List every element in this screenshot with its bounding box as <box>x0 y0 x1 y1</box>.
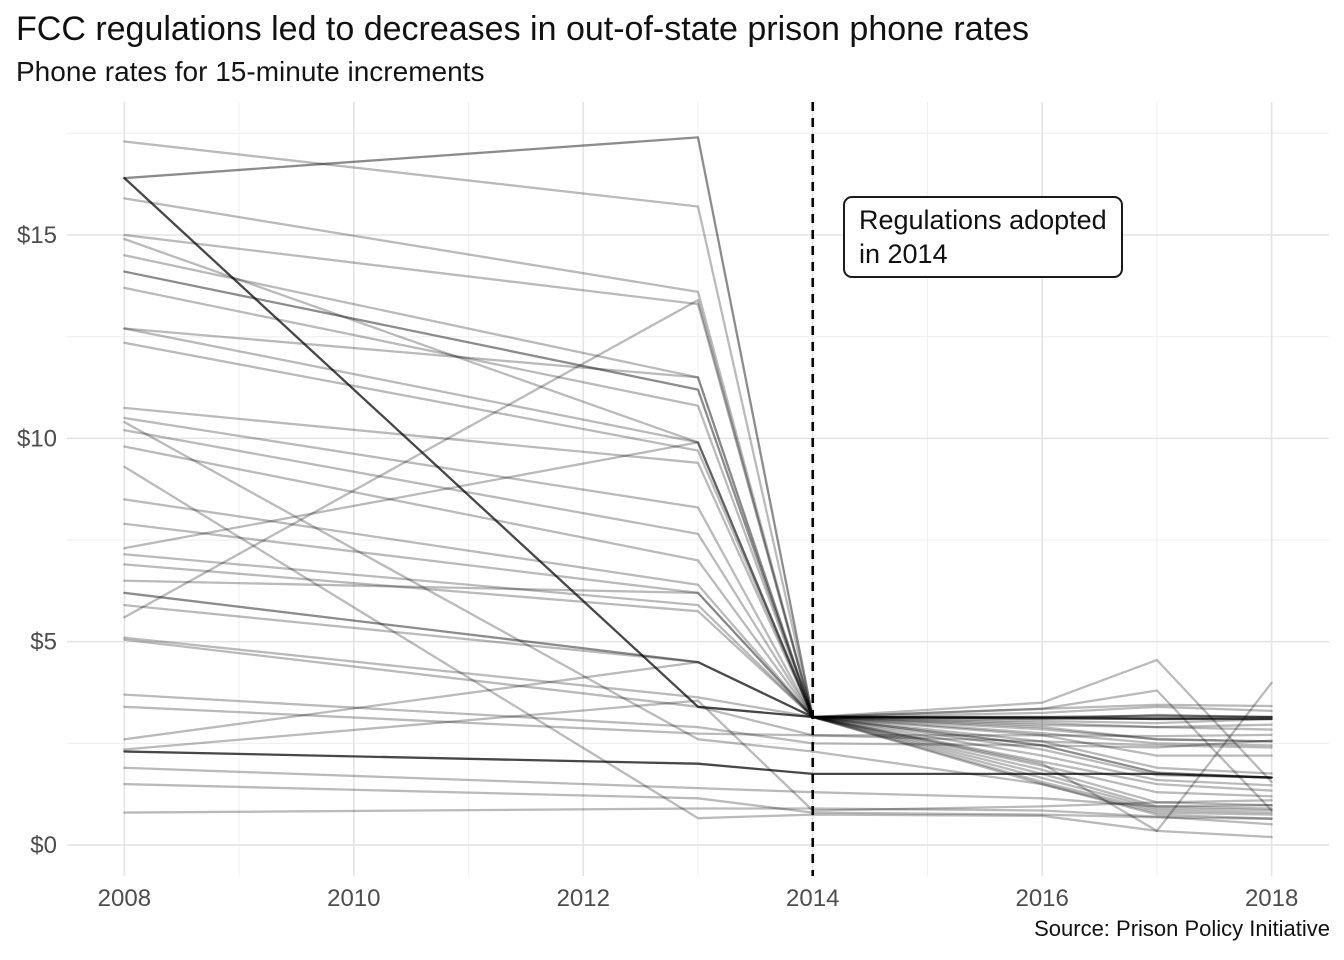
x-tick-label: 2018 <box>1245 885 1298 912</box>
x-tick-label: 2016 <box>1015 885 1068 912</box>
series-line-state-06 <box>123 237 1273 775</box>
series-line-state-32 <box>123 660 1273 741</box>
y-tick-label: $10 <box>17 425 57 452</box>
series-line-state-05 <box>123 233 1273 731</box>
series-line-state-18 <box>123 465 1273 839</box>
series-line-state-21 <box>123 441 1273 812</box>
series-line-state-29 <box>123 638 1273 738</box>
series-line-state-10 <box>123 327 1273 787</box>
page-title: FCC regulations led to decreases in out-… <box>16 10 1029 48</box>
y-tick-label: $0 <box>30 832 57 859</box>
series-line-state-31 <box>123 705 1273 749</box>
y-tick-label: $15 <box>17 222 57 249</box>
series-line-state-24 <box>123 579 1273 719</box>
series-line-state-13 <box>123 406 1273 798</box>
source-credit: Source: Prison Policy Initiative <box>1034 916 1330 941</box>
x-tick-label: 2008 <box>98 885 151 912</box>
series-line-state-11 <box>123 341 1273 792</box>
annotation-box: Regulations adopted in 2014 <box>843 196 1123 278</box>
x-tick-label: 2010 <box>327 885 380 912</box>
series-line-state-19 <box>123 498 1273 814</box>
series-line-state-17 <box>123 445 1273 812</box>
series-line-state-22 <box>123 553 1273 784</box>
series-line-state-23 <box>123 563 1273 833</box>
series-line-state-33 <box>123 699 1273 812</box>
series-line-state-35 <box>123 766 1273 810</box>
series-line-state-26 <box>123 603 1273 725</box>
series-line-state-14 <box>123 416 1273 804</box>
series-line-state-01 <box>123 140 1273 743</box>
series-line-state-04 <box>123 197 1273 743</box>
page-subtitle: Phone rates for 15-minute increments <box>16 56 485 87</box>
annotation-text-line2: in 2014 <box>859 239 948 269</box>
x-tick-label: 2012 <box>557 885 610 912</box>
series-line-state-27 <box>123 298 1273 719</box>
series-line-state-20 <box>123 522 1273 816</box>
series-line-state-28 <box>123 636 1273 729</box>
series-line-state-12 <box>123 327 1273 747</box>
series-line-state-37 <box>123 807 1273 826</box>
annotation-text-line1: Regulations adopted <box>859 205 1107 235</box>
series-line-state-15 <box>123 420 1273 820</box>
series-line-state-36 <box>123 782 1273 820</box>
series-line-state-30 <box>123 693 1273 749</box>
x-tick-label: 2014 <box>786 885 839 912</box>
series-line-state-07 <box>123 254 1273 757</box>
series-line-state-16 <box>123 429 1273 808</box>
series-line-state-25 <box>123 591 1273 719</box>
series-line-state-03 <box>123 176 1273 721</box>
y-tick-label: $5 <box>30 629 57 656</box>
series-line-state-34 <box>123 750 1273 779</box>
